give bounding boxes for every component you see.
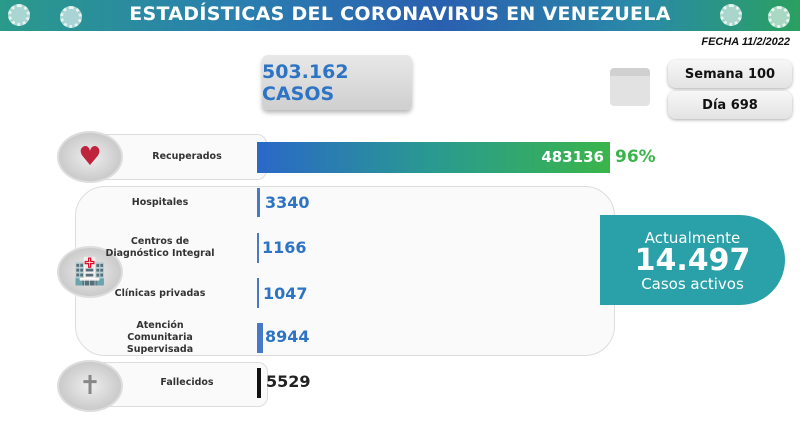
active-value: 14.497 (634, 243, 751, 278)
clinics-bar (257, 278, 259, 308)
day-badge: Día 698 (668, 91, 792, 119)
virus-icon (60, 6, 82, 28)
recovered-value: 483136 (541, 148, 604, 166)
active-prefix: Actualmente (644, 229, 741, 247)
community-label-line: Atención (136, 320, 184, 331)
recovered-bar: 483136 (257, 142, 610, 173)
cdi-bar (257, 233, 259, 263)
recovered-label: Recuperados (152, 151, 222, 162)
week-badge: Semana 100 (668, 60, 792, 88)
virus-icon (720, 4, 742, 26)
community-label-line: Supervisada (126, 344, 194, 355)
community-bar (257, 323, 263, 353)
date-label: FECHA 11/2/2022 (701, 36, 790, 48)
community-value: 8944 (265, 327, 310, 346)
community-label-line: Comunitaria (127, 332, 193, 343)
hospitals-bar (257, 188, 260, 217)
deaths-label: Fallecidos (160, 377, 214, 388)
clinics-label: Clínicas privadas (114, 288, 206, 299)
heart-pulse-icon: ♥ (57, 131, 123, 183)
active-suffix: Casos activos (641, 275, 744, 293)
calendar-icon (610, 68, 650, 106)
cdi-value: 1166 (262, 238, 307, 257)
tombstone-icon: ✝ (57, 360, 123, 412)
hospital-icon: 🏥 (57, 246, 123, 298)
deaths-value: 5529 (266, 372, 311, 391)
hospitals-value: 3340 (265, 193, 310, 212)
total-cases-box: 503.162 CASOS (262, 55, 412, 110)
cdi-label-line: Centros de (130, 236, 190, 247)
cdi-label-line: Diagnóstico Integral (105, 248, 215, 259)
cdi-label: Centros de Diagnóstico Integral (75, 236, 245, 260)
community-label: Atención Comunitaria Supervisada (75, 320, 245, 356)
page-title: ESTADÍSTICAS DEL CORONAVIRUS EN VENEZUEL… (129, 3, 671, 25)
header-banner (0, 0, 800, 31)
recovered-percent: 96% (615, 147, 656, 167)
virus-icon (8, 4, 30, 26)
hospitals-label: Hospitales (131, 197, 189, 208)
clinics-value: 1047 (263, 284, 308, 303)
virus-icon (768, 6, 790, 28)
active-cases-box: Actualmente 14.497 Casos activos (600, 215, 785, 305)
deaths-bar (257, 368, 261, 398)
